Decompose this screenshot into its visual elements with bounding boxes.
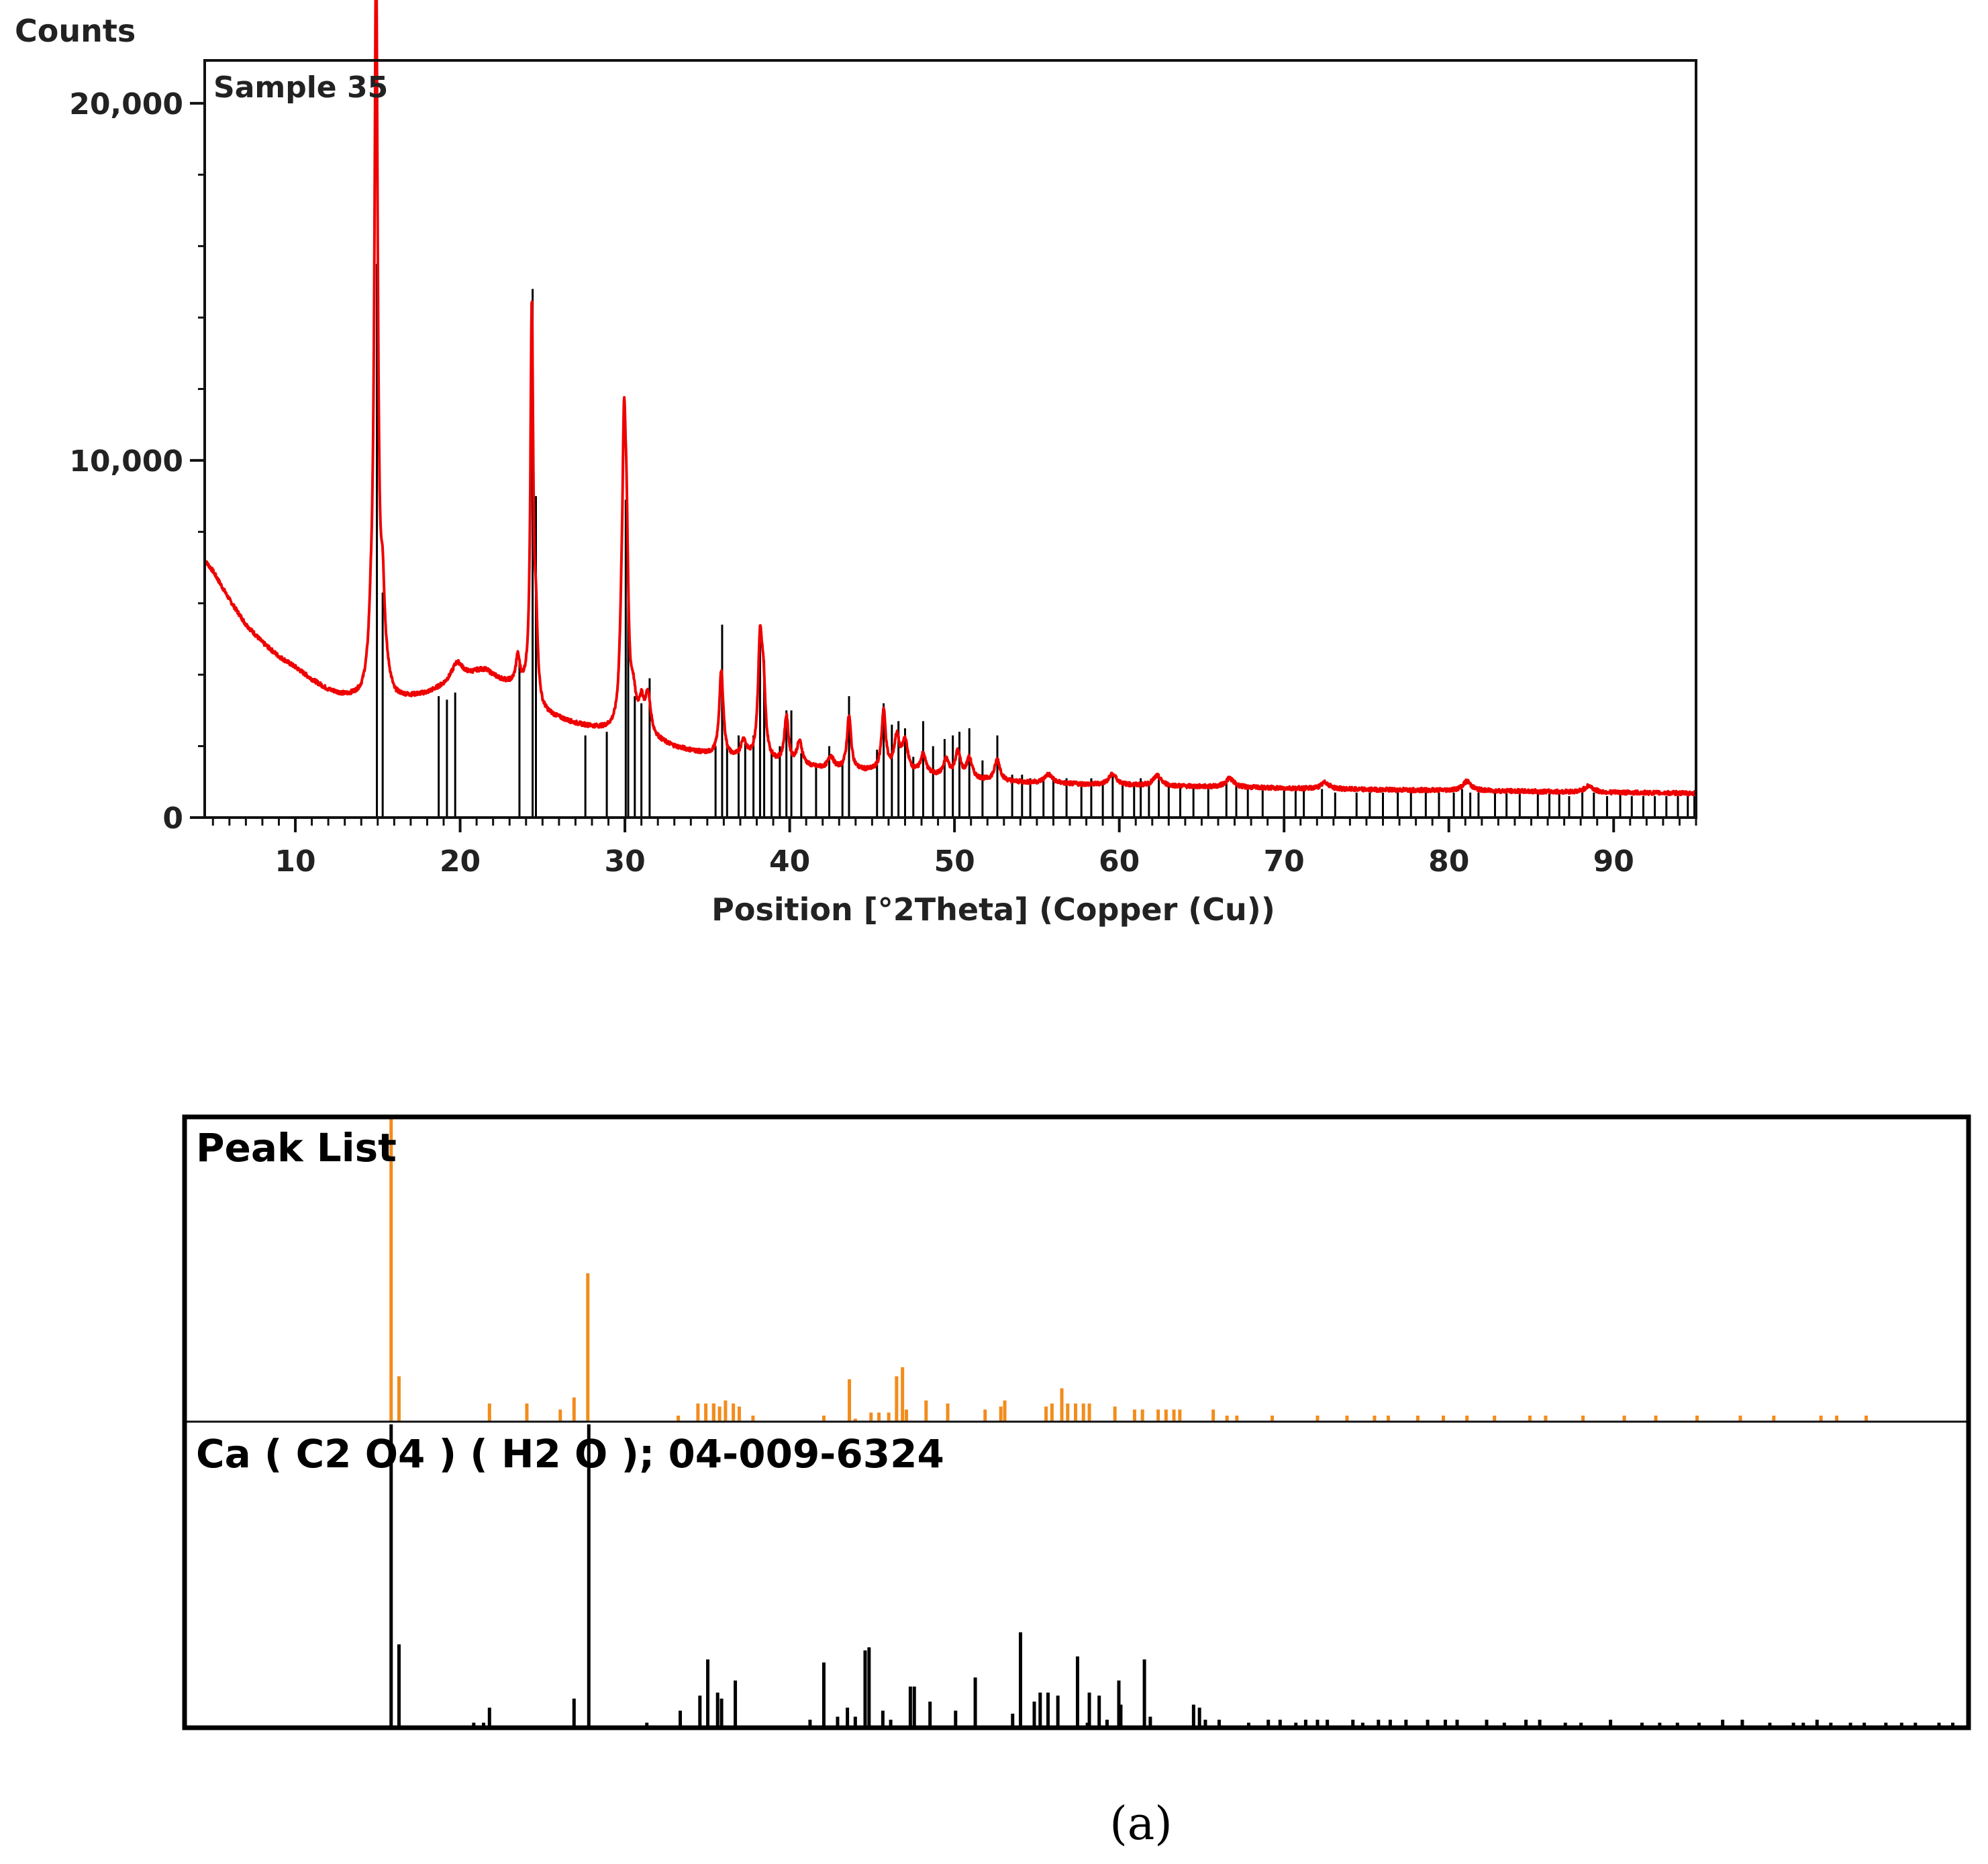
x-tick-label-1: 20 (440, 844, 481, 879)
y-tick-label-0: 0 (162, 801, 183, 836)
y-tick-label-2: 20,000 (69, 87, 183, 121)
x-tick-label-3: 40 (769, 844, 810, 879)
diffractogram-plot (203, 0, 1697, 818)
x-tick-label-0: 10 (275, 844, 315, 879)
peak-list-sticks (389, 1119, 1869, 1422)
x-tick-label-5: 60 (1099, 844, 1140, 879)
x-tick-label-8: 90 (1593, 844, 1634, 879)
plot-frame (203, 59, 1697, 819)
reference-label: Ca ( C2 O4 ) ( H2 O ); 04-009-6324 (196, 1431, 944, 1477)
x-tick-label-2: 30 (604, 844, 645, 879)
reference-sticks (376, 264, 1696, 818)
sample-pattern-line (203, 0, 1697, 797)
sample-label: Sample 35 (213, 70, 388, 105)
x-tick-label-4: 50 (934, 844, 975, 879)
x-tick-label-7: 80 (1428, 844, 1469, 879)
x-tick-label-6: 70 (1264, 844, 1305, 879)
comparison-frame (182, 1114, 1971, 1730)
peak-comparison-plot (389, 1119, 1954, 1726)
figure-caption: (a) (1109, 1798, 1173, 1851)
y-tick-label-1: 10,000 (69, 444, 183, 479)
y-axis: 0 10,000 20,000 (69, 87, 205, 836)
reference-pattern-sticks (389, 1424, 1954, 1726)
x-axis-title: Position [°2Theta] (Copper (Cu)) (711, 891, 1275, 928)
x-axis: 10 20 30 40 50 60 70 80 90 (211, 818, 1697, 879)
peak-list-label: Peak List (196, 1125, 397, 1171)
y-axis-title: Counts (15, 13, 136, 49)
